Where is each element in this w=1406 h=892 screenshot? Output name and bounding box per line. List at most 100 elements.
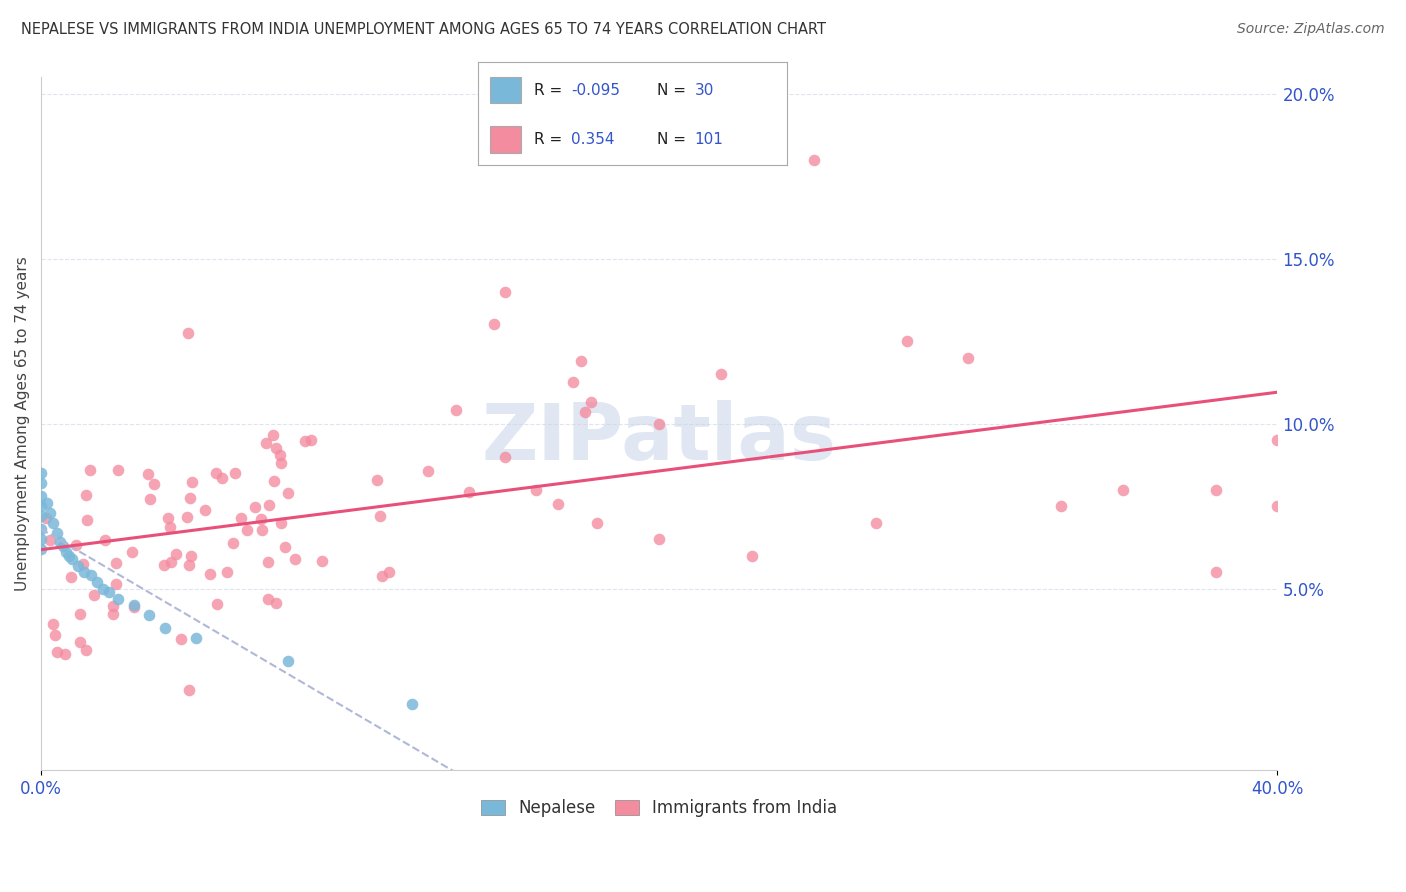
Point (741, 549, 763, 563)
Point (42, 516, 65, 530)
Point (160, 555, 183, 569)
Point (136, 467, 159, 481)
Point (270, 516, 292, 531)
Point (122, 598, 145, 612)
Bar (491, 126, 522, 153)
Text: Source: ZipAtlas.com: Source: ZipAtlas.com (1237, 22, 1385, 37)
Point (252, 524, 274, 538)
Point (270, 456, 292, 470)
Point (98, 585, 121, 599)
Point (46, 645, 69, 659)
Point (79, 568, 101, 582)
Point (101, 599, 124, 614)
Point (418, 464, 440, 478)
Point (494, 450, 516, 464)
Point (569, 353, 592, 368)
Point (205, 466, 228, 480)
Point (159, 520, 181, 534)
Point (69, 607, 91, 621)
Point (1205, 565, 1227, 579)
Point (277, 654, 299, 668)
Point (138, 607, 160, 622)
Point (484, 318, 506, 332)
Point (710, 368, 733, 382)
Point (277, 486, 299, 500)
Point (179, 491, 201, 505)
Point (180, 549, 202, 563)
Point (184, 631, 207, 645)
Point (65, 538, 87, 552)
Point (284, 551, 307, 566)
Point (1050, 499, 1073, 513)
Point (79, 463, 101, 477)
Point (581, 395, 603, 409)
Point (45, 525, 67, 540)
Point (165, 548, 187, 562)
Point (1267, 434, 1289, 448)
Point (264, 596, 287, 610)
Point (107, 591, 129, 606)
Point (67, 558, 90, 573)
Bar (491, 77, 522, 103)
Point (48, 535, 70, 549)
Point (494, 285, 516, 299)
Point (30, 532, 52, 546)
Point (176, 326, 198, 340)
Text: 0.354: 0.354 (571, 132, 614, 147)
Point (1112, 483, 1135, 497)
Point (1205, 483, 1227, 497)
Point (648, 417, 671, 431)
Point (803, 153, 825, 167)
Point (30, 489, 52, 503)
Text: NEPALESE VS IMMIGRANTS FROM INDIA UNEMPLOYMENT AMONG AGES 65 TO 74 YEARS CORRELA: NEPALESE VS IMMIGRANTS FROM INDIA UNEMPL… (21, 22, 827, 37)
Point (250, 512, 273, 526)
Point (264, 441, 287, 455)
Point (200, 566, 222, 581)
Point (122, 600, 145, 615)
Point (586, 516, 609, 530)
Point (865, 516, 887, 530)
Point (58, 549, 80, 563)
Point (257, 591, 280, 606)
Point (217, 566, 239, 580)
Point (30, 476, 52, 491)
Point (444, 403, 467, 417)
Point (896, 334, 918, 349)
Point (170, 632, 193, 647)
Point (368, 508, 391, 523)
Point (75, 488, 97, 502)
Point (76, 513, 98, 527)
Point (269, 448, 291, 462)
Point (256, 555, 278, 569)
Point (245, 500, 267, 514)
Point (30, 509, 52, 524)
Point (152, 558, 174, 572)
Point (222, 536, 245, 550)
Point (211, 471, 233, 485)
Point (205, 597, 228, 611)
Point (194, 502, 217, 516)
Point (574, 404, 596, 418)
Point (259, 498, 281, 512)
Point (262, 427, 284, 442)
Text: N =: N = (658, 132, 692, 147)
Point (177, 683, 200, 698)
Point (30, 466, 52, 480)
Text: ZIPatlas: ZIPatlas (482, 400, 837, 475)
Point (378, 566, 401, 580)
Point (299, 433, 322, 447)
Point (39, 506, 62, 520)
Point (86, 574, 108, 589)
Y-axis label: Unemployment Among Ages 65 to 74 years: Unemployment Among Ages 65 to 74 years (15, 256, 30, 591)
Point (83, 588, 105, 602)
Point (75, 642, 97, 657)
Text: -0.095: -0.095 (571, 83, 620, 97)
Text: 30: 30 (695, 83, 714, 97)
Point (72, 558, 94, 572)
Point (648, 532, 671, 546)
Point (957, 351, 980, 365)
Point (105, 556, 128, 570)
Point (30, 499, 52, 513)
Point (142, 477, 165, 491)
Point (69, 634, 91, 648)
